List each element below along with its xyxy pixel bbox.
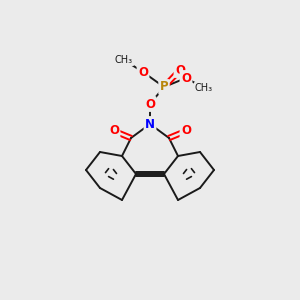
Text: O: O <box>181 124 191 137</box>
Text: CH₃: CH₃ <box>115 55 133 65</box>
Text: O: O <box>145 98 155 110</box>
Text: CH₃: CH₃ <box>195 83 213 93</box>
Text: P: P <box>160 80 168 94</box>
Text: O: O <box>109 124 119 137</box>
Text: O: O <box>175 64 185 76</box>
Text: N: N <box>145 118 155 130</box>
Text: O: O <box>181 71 191 85</box>
Text: O: O <box>138 65 148 79</box>
